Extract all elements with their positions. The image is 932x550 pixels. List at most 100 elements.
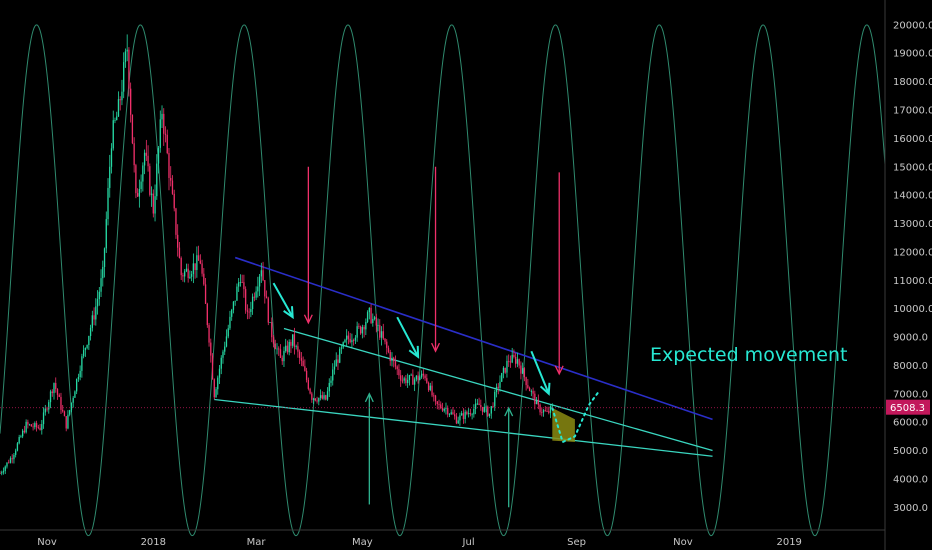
candle-body [363,327,365,330]
candle-body [203,273,205,285]
candle [260,262,262,283]
candle [243,274,245,298]
candle-body [51,391,53,394]
candle-body [0,473,1,475]
candle [509,355,512,368]
candle-body [159,119,161,148]
candle [396,365,398,376]
candle-body [361,327,364,334]
candle-body [528,387,531,392]
candle-body [58,394,60,397]
candle-body [163,113,165,134]
candle [380,326,383,346]
candle [279,344,282,358]
candle [473,404,475,418]
candle [15,448,17,458]
candle [185,263,188,273]
candle-body [359,326,362,334]
candle-body [546,411,548,412]
candle-body [356,326,358,338]
candle-body [483,406,485,412]
candle-body [206,303,208,326]
candle-body [128,49,130,89]
candle [285,338,287,353]
candle [257,276,259,298]
candle [490,406,492,419]
candle [147,145,149,172]
candle-body [119,99,121,101]
projection-path [551,389,601,444]
candle-body [461,413,463,416]
candle [142,162,144,192]
candle [474,398,477,415]
arrows [272,166,564,508]
candle [541,407,543,417]
candle [429,382,431,392]
candle [63,410,66,417]
candle-body [316,400,318,402]
candle-body [302,360,304,367]
candle-body [513,354,515,357]
candle [197,245,200,261]
candle [387,345,390,354]
candle [440,401,442,410]
candle [96,290,99,315]
candle [410,373,412,376]
candle-body [368,307,370,313]
candle-body [501,373,503,382]
candle [319,389,322,401]
candle-body [25,421,27,433]
candle [154,184,156,222]
candle [187,263,189,283]
candle [271,317,273,343]
candle-body [173,193,175,209]
candle [377,318,379,332]
candle [41,419,43,435]
candle-body [448,413,451,415]
candle [145,139,147,161]
candle-body [168,153,170,178]
candle-body [506,360,508,373]
candle-body [474,403,477,409]
candle-body [366,312,369,322]
candle-body [544,410,546,412]
candle [206,302,208,328]
candle [62,404,64,413]
candle [461,410,463,416]
candle [337,354,339,370]
candle-body [527,385,529,388]
candle-body [539,404,541,413]
candle-body [267,298,269,323]
candle-body [227,328,229,337]
y-tick-label: 8000.0 [893,361,928,372]
candle-body [184,271,186,277]
candle-body [424,375,426,379]
candle [152,189,154,218]
candle [34,421,36,430]
candle [32,422,34,431]
candle-body [72,397,74,403]
candle-body [152,193,154,214]
candle-body [504,367,506,373]
candle [264,280,266,304]
candle [312,397,315,405]
candle [253,292,256,302]
candle-body [325,395,327,400]
candle [55,377,57,393]
candle-body [403,378,405,381]
candle-body [11,458,13,460]
candle-body [135,165,137,194]
candle-body [340,347,343,349]
candle-body [248,311,250,313]
candle-body [79,370,81,378]
candle-body [426,378,428,383]
candle [466,410,468,416]
candle-body [197,255,200,261]
candle-body [318,397,320,402]
candle [133,137,135,173]
candle-body [180,257,182,276]
candle [332,363,334,386]
candle-body [516,359,519,364]
candle-body [105,219,107,249]
